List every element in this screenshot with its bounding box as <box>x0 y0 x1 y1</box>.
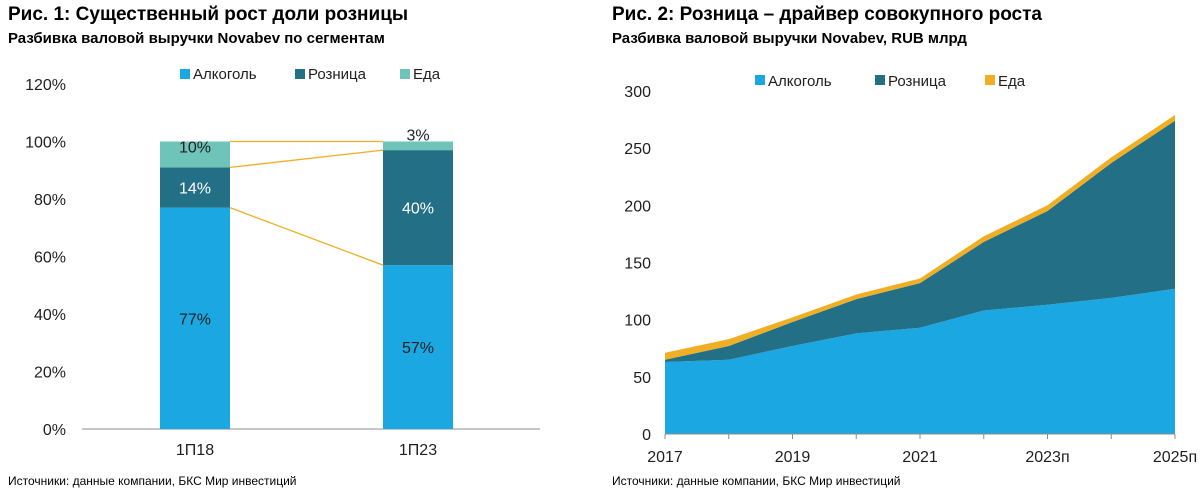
bar-retail-1 <box>383 150 453 266</box>
data-label: 57% <box>402 340 434 357</box>
data-label: 10% <box>179 139 211 156</box>
legend-label: Алкоголь <box>768 73 832 90</box>
chart-panel-2: Рис. 2: Розница – драйвер совокупного ро… <box>608 0 1200 492</box>
chart-panel-1: Рис. 1: Существенный рост доли розницы Р… <box>0 0 590 492</box>
legend-swatch <box>875 75 885 85</box>
chart-1-subtitle: Разбивка валовой выручки Novabev по сегм… <box>8 30 385 47</box>
legend-swatch <box>180 69 190 79</box>
y-tick-label: 100 <box>624 313 651 330</box>
x-tick-label: 2025п <box>1153 449 1197 466</box>
data-label: 3% <box>406 128 429 145</box>
data-label: 40% <box>402 201 434 218</box>
x-tick-label: 2023п <box>1025 449 1069 466</box>
area-retail <box>665 120 1175 362</box>
bar-alcohol-1 <box>383 265 453 429</box>
y-tick-label: 0 <box>642 427 651 444</box>
chart-2-title: Рис. 2: Розница – драйвер совокупного ро… <box>612 4 1042 25</box>
connector-line <box>229 149 384 169</box>
legend-label: Розница <box>308 66 367 83</box>
y-tick-label: 120% <box>25 77 66 94</box>
x-tick-label: 1П23 <box>399 442 437 459</box>
bar-food-1 <box>383 141 453 151</box>
bar-retail-0 <box>160 167 230 208</box>
connector-line <box>229 207 384 266</box>
y-tick-label: 300 <box>624 84 651 101</box>
legend-swatch <box>295 69 305 79</box>
chart-1-svg: 0% 20% 40% 60% 80% 100% 120% 1П18 1П23 77% 14% 10% 5… <box>25 66 540 459</box>
area-alcohol <box>665 288 1175 434</box>
bar-food-0 <box>160 141 230 168</box>
chart-2-subtitle: Разбивка валовой выручки Novabev, RUB мл… <box>612 30 967 47</box>
y-tick-label: 0% <box>43 422 66 439</box>
y-tick-label: 250 <box>624 141 651 158</box>
y-tick-label: 60% <box>34 250 66 267</box>
y-tick-label: 150 <box>624 256 651 273</box>
data-label: 77% <box>179 311 211 328</box>
legend-swatch <box>755 75 765 85</box>
legend-swatch <box>400 69 410 79</box>
legend-label: Еда <box>413 66 441 83</box>
data-label: 14% <box>179 181 211 198</box>
y-tick-label: 100% <box>25 135 66 152</box>
x-tick-label: 2017 <box>647 449 683 466</box>
x-tick-label: 2019 <box>775 449 811 466</box>
legend-label: Алкоголь <box>193 66 257 83</box>
y-tick-label: 50 <box>633 370 651 387</box>
x-tick-label: 1П18 <box>176 442 214 459</box>
legend-label: Еда <box>998 73 1026 90</box>
chart-2-svg: 0 50 100 150 200 250 300 2017 2019 2021 2023п 2025п… <box>624 73 1197 466</box>
chart-1-title: Рис. 1: Существенный рост доли розницы <box>8 4 409 25</box>
chart-1-source: Источники: данные компании, БКС Мир инве… <box>8 474 297 488</box>
y-tick-label: 20% <box>34 365 66 382</box>
bar-alcohol-0 <box>160 207 230 429</box>
y-tick-label: 40% <box>34 307 66 324</box>
chart-2-source: Источники: данные компании, БКС Мир инве… <box>612 474 901 488</box>
legend-swatch <box>985 75 995 85</box>
x-tick-label: 2021 <box>902 449 938 466</box>
y-tick-label: 200 <box>624 198 651 215</box>
y-tick-label: 80% <box>34 192 66 209</box>
legend-label: Розница <box>888 73 947 90</box>
